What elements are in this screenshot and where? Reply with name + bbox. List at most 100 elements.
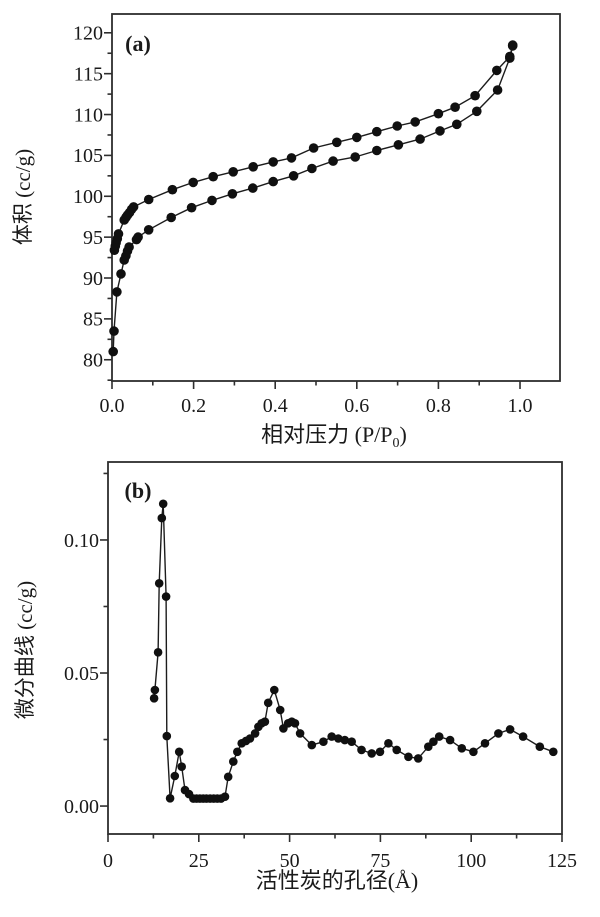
data-point bbox=[307, 740, 317, 750]
data-point bbox=[177, 762, 186, 771]
panel-label-b: (b) bbox=[125, 478, 152, 503]
data-point bbox=[393, 140, 404, 150]
data-point bbox=[186, 202, 197, 213]
data-point bbox=[350, 152, 361, 162]
x-axis-title-b: 活性炭的孔径(Å) bbox=[256, 868, 419, 893]
data-point bbox=[457, 744, 467, 753]
data-point bbox=[549, 747, 558, 757]
data-point bbox=[260, 717, 270, 726]
data-point bbox=[472, 106, 482, 117]
y-tick-label: 80 bbox=[83, 350, 103, 372]
data-point bbox=[162, 731, 172, 741]
x-tick-label: 1.0 bbox=[508, 395, 533, 417]
data-point bbox=[166, 212, 176, 223]
data-point bbox=[434, 732, 444, 741]
series-line-adsorption bbox=[112, 45, 514, 352]
y-tick-label: 110 bbox=[74, 104, 103, 126]
data-point bbox=[167, 184, 178, 195]
data-point bbox=[334, 734, 343, 743]
x-tick-label: 50 bbox=[280, 850, 300, 872]
data-point bbox=[307, 163, 317, 174]
series-markers-pore-size-distribution bbox=[149, 499, 558, 803]
x-tick-label: 0.2 bbox=[181, 395, 206, 417]
series-markers-desorption bbox=[109, 40, 518, 255]
data-point bbox=[143, 225, 154, 235]
data-point bbox=[450, 102, 460, 112]
data-point bbox=[319, 737, 328, 746]
x-axis-title-a: 相对压力 (P/P0) bbox=[261, 422, 407, 451]
data-point bbox=[392, 121, 403, 131]
data-point bbox=[270, 685, 279, 695]
data-point bbox=[109, 326, 119, 336]
data-point bbox=[158, 499, 168, 509]
data-point bbox=[415, 134, 425, 144]
y-axis-title-b: 微分曲线 (cc/g) bbox=[13, 581, 37, 719]
plot-frame-a bbox=[111, 13, 561, 382]
data-point bbox=[143, 194, 154, 205]
y-tick-label: 90 bbox=[83, 268, 103, 290]
data-point bbox=[268, 157, 279, 167]
data-point bbox=[250, 729, 260, 738]
data-point bbox=[535, 742, 545, 751]
data-point bbox=[268, 176, 279, 187]
x-tick-label: 0 bbox=[103, 850, 113, 872]
x-tick-label: 100 bbox=[456, 850, 486, 872]
y-tick-label: 115 bbox=[74, 63, 103, 85]
data-point bbox=[375, 747, 385, 757]
data-point bbox=[308, 143, 319, 153]
data-point bbox=[227, 189, 238, 199]
data-point bbox=[328, 156, 338, 166]
data-point bbox=[295, 729, 305, 738]
data-point bbox=[288, 171, 299, 181]
panel-label-a: (a) bbox=[125, 31, 151, 56]
x-tick-label: 0.6 bbox=[344, 395, 369, 417]
data-point bbox=[228, 167, 238, 177]
data-point bbox=[384, 739, 393, 748]
y-tick-label: 105 bbox=[73, 145, 103, 167]
data-point bbox=[290, 719, 300, 728]
data-point bbox=[340, 735, 350, 745]
data-point bbox=[170, 771, 180, 781]
data-point bbox=[161, 592, 171, 601]
x-tick-label: 75 bbox=[370, 850, 390, 872]
data-point bbox=[410, 117, 421, 127]
series-markers-adsorption bbox=[108, 41, 518, 357]
y-tick-label: 85 bbox=[83, 309, 103, 331]
x-tick-label: 0.8 bbox=[426, 395, 451, 417]
y-axis-title-a: 体积 (cc/g) bbox=[11, 149, 35, 245]
y-tick-label: 120 bbox=[73, 23, 103, 45]
data-point bbox=[433, 108, 444, 119]
x-tick-label: 0.4 bbox=[263, 395, 288, 417]
data-point bbox=[113, 229, 124, 239]
x-tick-label: 0.0 bbox=[100, 395, 125, 417]
panel-b: 0 25 50 75 100 125 0.00 0.05 0.10 活性炭的孔径(Å) 微分曲线 (… bbox=[13, 461, 577, 893]
data-point bbox=[470, 90, 480, 101]
data-point bbox=[248, 183, 258, 193]
data-point bbox=[492, 65, 502, 76]
data-point bbox=[154, 579, 164, 588]
y-tick-label: 0.05 bbox=[64, 663, 99, 685]
data-point bbox=[367, 749, 377, 758]
data-point bbox=[149, 694, 159, 703]
data-point bbox=[327, 732, 337, 741]
data-point bbox=[112, 287, 122, 297]
data-point bbox=[229, 757, 238, 766]
axis-ticks-a bbox=[104, 31, 521, 389]
data-point bbox=[275, 705, 285, 715]
data-point bbox=[207, 195, 217, 206]
data-point bbox=[480, 739, 490, 748]
data-point bbox=[505, 725, 515, 734]
data-point bbox=[347, 737, 357, 746]
data-point bbox=[435, 126, 445, 136]
data-point bbox=[469, 747, 478, 757]
data-point bbox=[492, 85, 503, 95]
data-point bbox=[157, 513, 167, 523]
data-point bbox=[494, 729, 503, 738]
y-tick-label: 100 bbox=[73, 186, 103, 208]
data-point bbox=[518, 732, 528, 741]
data-point bbox=[372, 126, 382, 137]
data-point bbox=[332, 137, 342, 148]
x-tick-label: 25 bbox=[189, 850, 209, 872]
data-point bbox=[357, 745, 366, 755]
data-point bbox=[133, 232, 143, 242]
